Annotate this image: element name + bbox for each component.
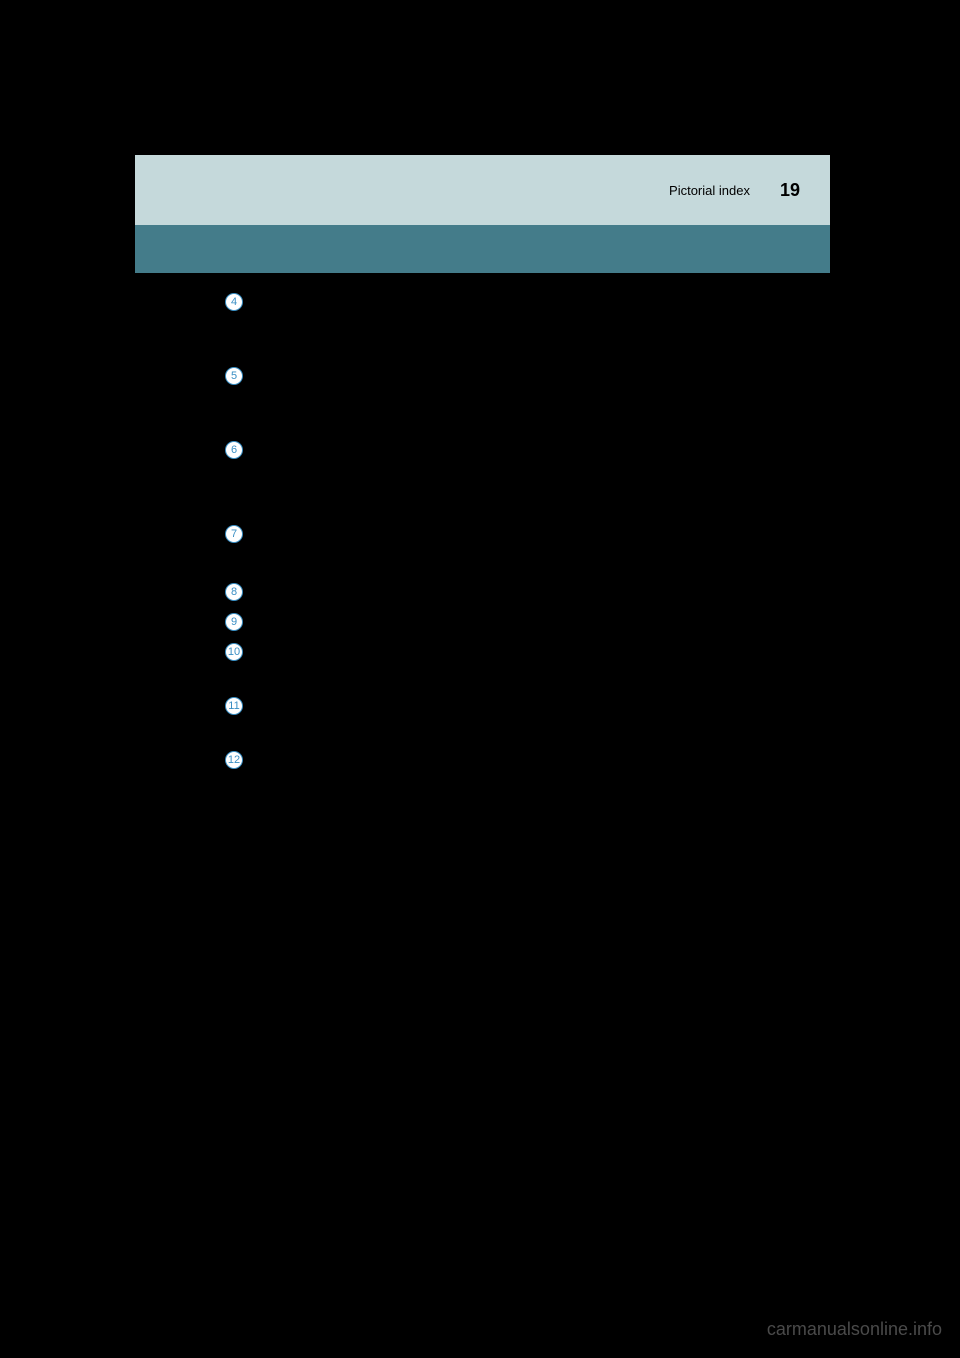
content-area: 4 5 6 7 8 9 10 11 12 (135, 273, 830, 769)
index-item: 4 (225, 293, 830, 311)
circle-number-icon: 8 (225, 583, 243, 601)
circle-number-icon: 12 (225, 751, 243, 769)
page-container: Pictorial index 19 4 5 6 7 8 9 10 (135, 155, 830, 1155)
spacer (225, 391, 830, 441)
index-item: 9 (225, 613, 830, 631)
spacer (225, 549, 830, 583)
circle-number-icon: 5 (225, 367, 243, 385)
index-item: 5 (225, 367, 830, 385)
circle-number-icon: 11 (225, 697, 243, 715)
index-item: 11 (225, 697, 830, 715)
spacer (225, 667, 830, 697)
index-item: 8 (225, 583, 830, 601)
spacer (225, 721, 830, 751)
circle-number-icon: 6 (225, 441, 243, 459)
spacer (225, 317, 830, 367)
circle-number-icon: 4 (225, 293, 243, 311)
circle-number-icon: 9 (225, 613, 243, 631)
index-item: 6 (225, 441, 830, 459)
header-teal-bar (135, 225, 830, 273)
index-item: 10 (225, 643, 830, 661)
section-label: Pictorial index (669, 183, 750, 198)
spacer (225, 465, 830, 525)
index-item: 7 (225, 525, 830, 543)
circle-number-icon: 7 (225, 525, 243, 543)
circle-number-icon: 10 (225, 643, 243, 661)
header-top-bar: Pictorial index 19 (135, 155, 830, 225)
watermark-text: carmanualsonline.info (767, 1319, 942, 1340)
index-item: 12 (225, 751, 830, 769)
page-number: 19 (780, 180, 800, 201)
